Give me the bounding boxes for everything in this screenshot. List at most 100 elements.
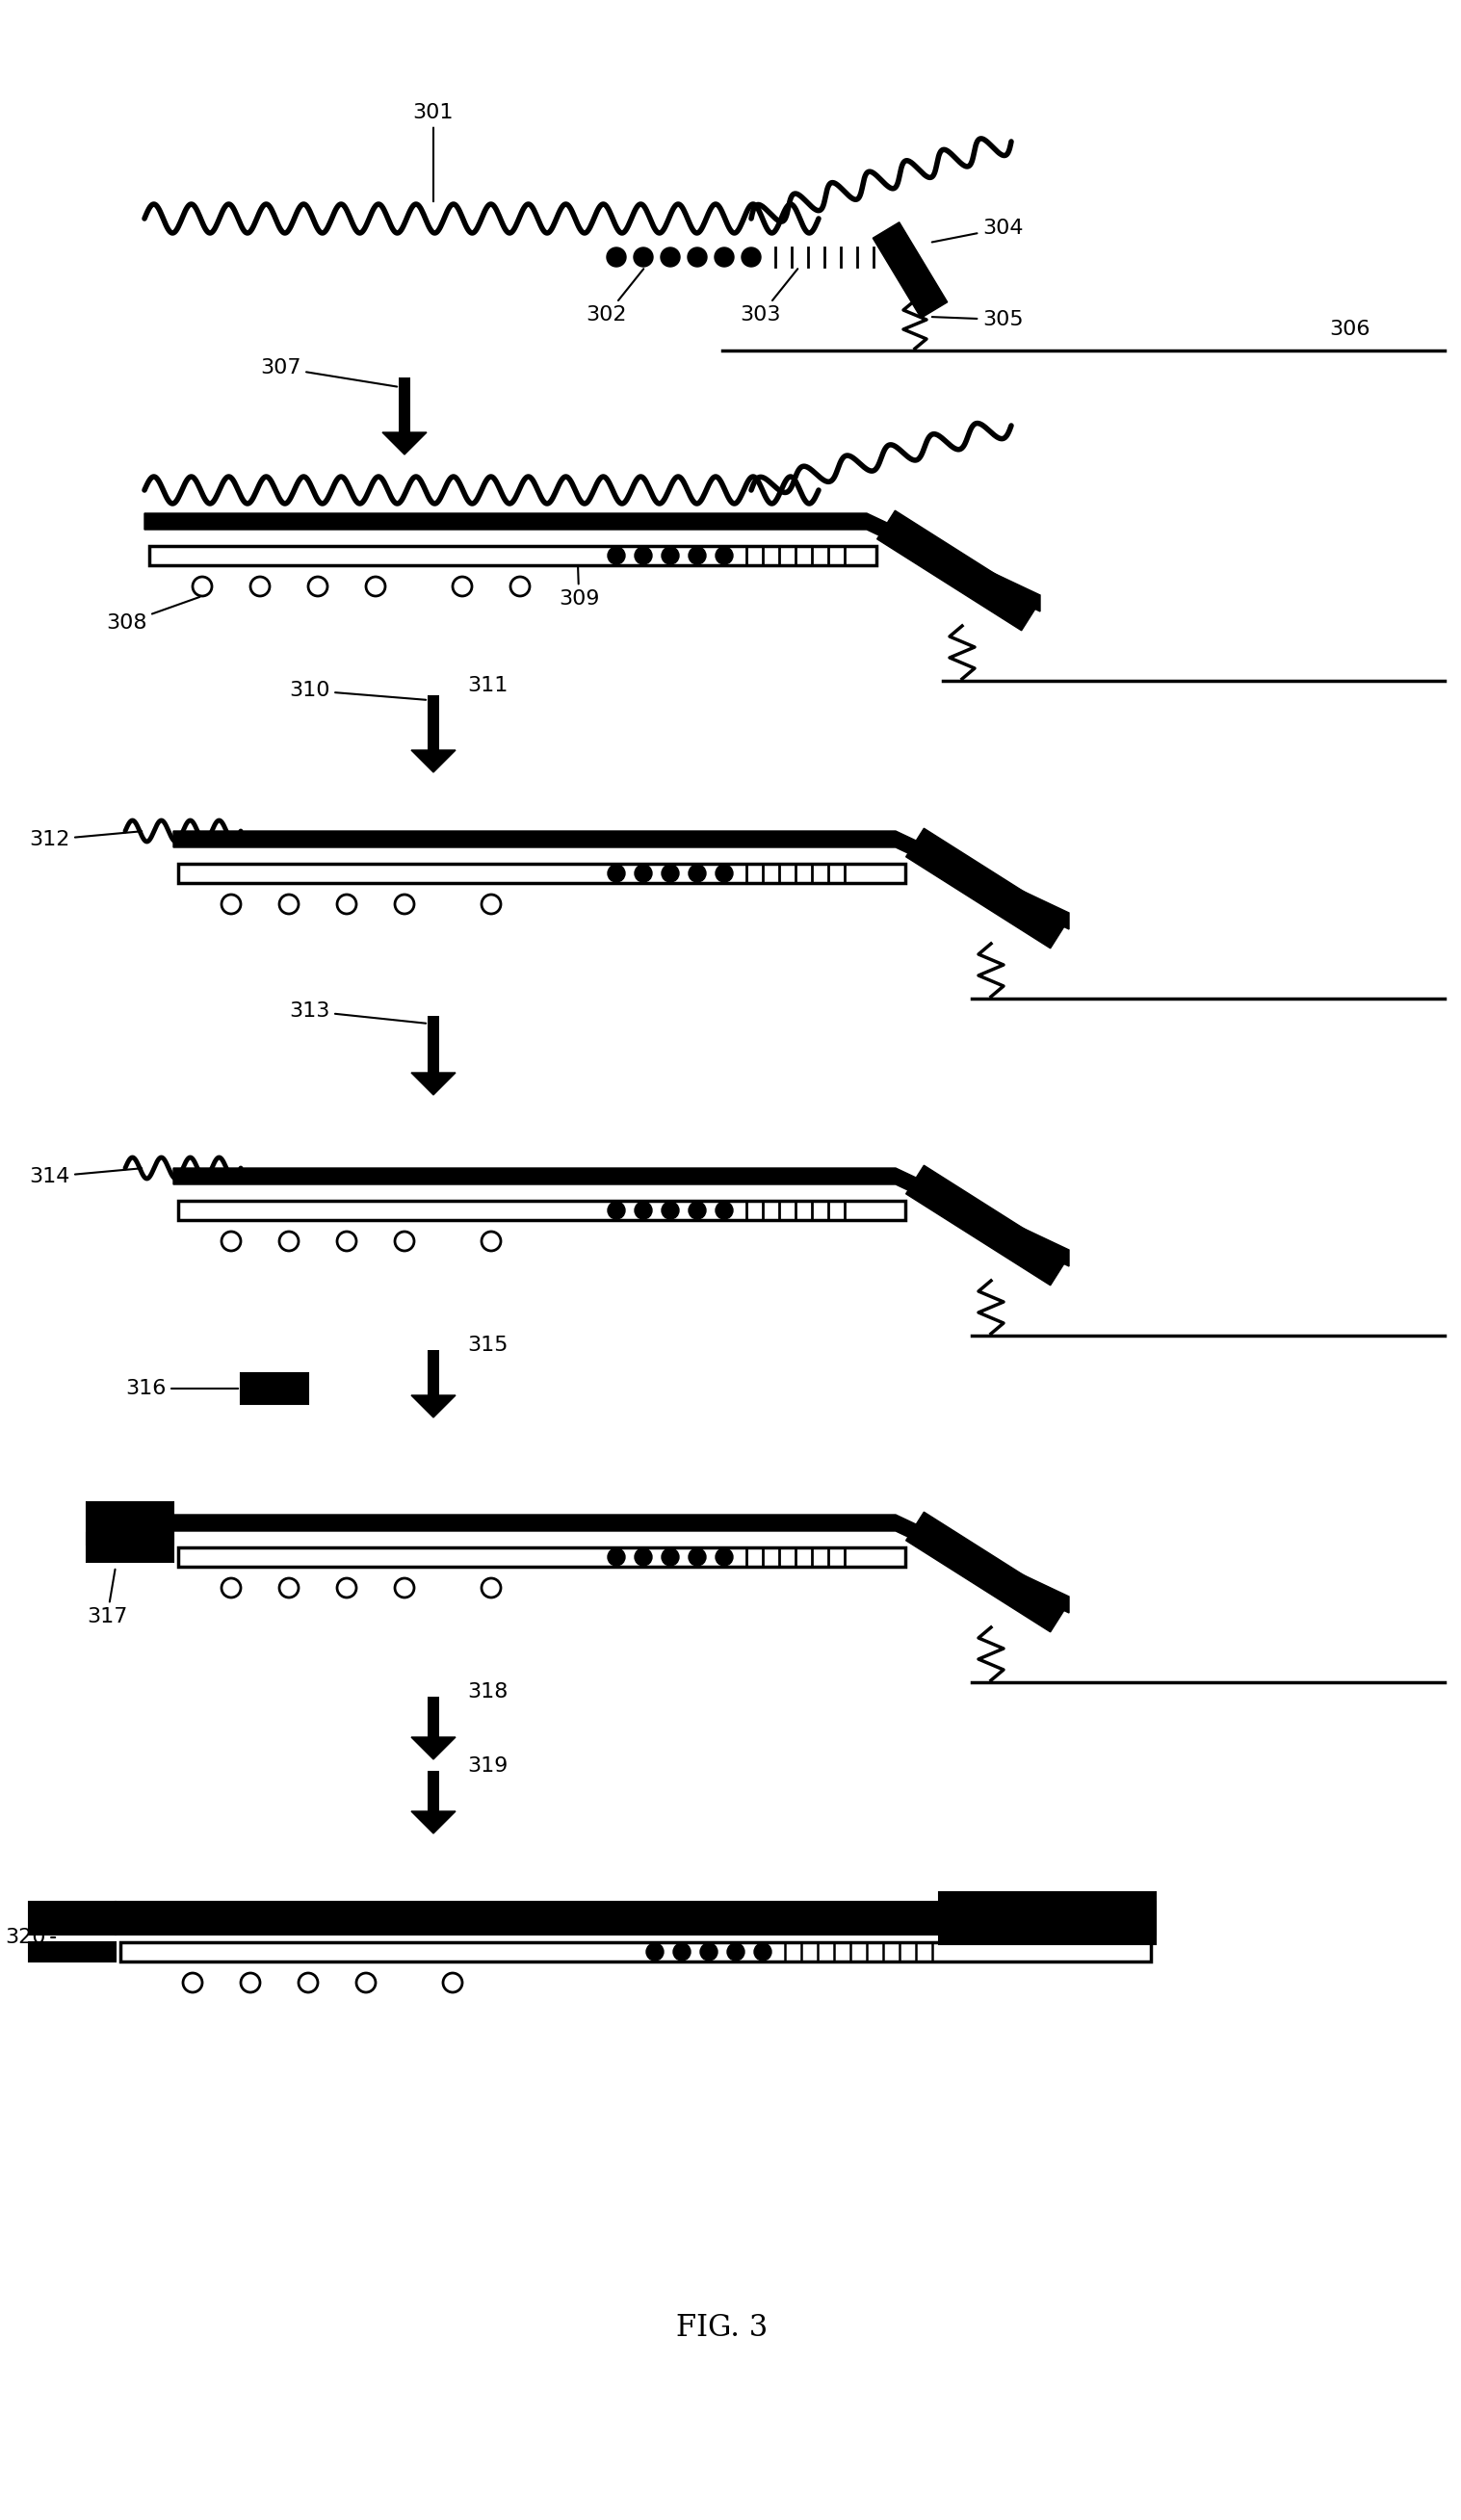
Circle shape [728, 1943, 745, 1961]
Polygon shape [872, 222, 947, 318]
Bar [428, 1351, 440, 1396]
Circle shape [662, 1547, 679, 1565]
Bar [178, 864, 906, 882]
Circle shape [688, 1547, 706, 1565]
Bar [428, 696, 440, 751]
Polygon shape [411, 1736, 456, 1759]
Circle shape [193, 577, 212, 597]
Text: 320: 320 [4, 1928, 56, 1948]
Circle shape [688, 864, 706, 882]
Bar [120, 1943, 1151, 1961]
Polygon shape [906, 829, 1068, 948]
Bar [178, 1200, 906, 1220]
Text: 315: 315 [468, 1336, 508, 1356]
Circle shape [634, 1202, 652, 1220]
Circle shape [279, 1232, 298, 1250]
Polygon shape [174, 1515, 1069, 1613]
Bar [86, 1532, 174, 1562]
Circle shape [279, 895, 298, 915]
Text: 317: 317 [86, 1570, 127, 1625]
Circle shape [700, 1943, 717, 1961]
Text: 310: 310 [289, 680, 427, 701]
Bar [149, 547, 877, 564]
Circle shape [608, 547, 625, 564]
Circle shape [394, 1578, 413, 1598]
Text: 306: 306 [1330, 320, 1370, 340]
Polygon shape [411, 1812, 456, 1835]
Circle shape [308, 577, 327, 597]
Circle shape [688, 547, 706, 564]
Circle shape [298, 1973, 318, 1993]
Circle shape [222, 895, 241, 915]
Polygon shape [174, 832, 1069, 930]
Circle shape [742, 247, 761, 267]
Circle shape [634, 864, 652, 882]
Circle shape [337, 895, 356, 915]
Circle shape [356, 1973, 375, 1993]
Circle shape [608, 864, 625, 882]
Bar [29, 1943, 115, 1961]
Text: 302: 302 [586, 270, 644, 325]
Circle shape [754, 1943, 771, 1961]
Polygon shape [145, 514, 1040, 612]
Circle shape [250, 577, 270, 597]
Text: FIG. 3: FIG. 3 [676, 2313, 768, 2341]
Bar [939, 1893, 1156, 1943]
Circle shape [337, 1578, 356, 1598]
Text: 316: 316 [126, 1378, 238, 1399]
Circle shape [660, 247, 679, 267]
Circle shape [716, 1202, 733, 1220]
Text: 307: 307 [260, 358, 397, 386]
Bar [399, 378, 411, 433]
Bar [428, 1016, 440, 1074]
Polygon shape [383, 433, 427, 454]
Circle shape [688, 247, 707, 267]
Circle shape [608, 1202, 625, 1220]
Circle shape [662, 864, 679, 882]
Polygon shape [411, 751, 456, 771]
Text: 308: 308 [107, 597, 200, 633]
Circle shape [241, 1973, 260, 1993]
Circle shape [674, 1943, 691, 1961]
Polygon shape [877, 512, 1040, 630]
Circle shape [716, 547, 733, 564]
Circle shape [608, 1547, 625, 1565]
Circle shape [453, 577, 472, 597]
Text: 304: 304 [932, 219, 1023, 242]
Circle shape [716, 1547, 733, 1565]
Circle shape [634, 1547, 652, 1565]
Circle shape [662, 547, 679, 564]
Bar [428, 1772, 440, 1812]
Polygon shape [411, 1074, 456, 1094]
Circle shape [222, 1578, 241, 1598]
Text: 314: 314 [29, 1167, 142, 1187]
Text: 301: 301 [413, 103, 454, 202]
Circle shape [662, 1202, 679, 1220]
Polygon shape [906, 1164, 1068, 1285]
Circle shape [714, 247, 733, 267]
Circle shape [365, 577, 386, 597]
Text: 313: 313 [289, 1000, 427, 1023]
Bar [241, 1373, 308, 1404]
Circle shape [716, 864, 733, 882]
Bar [29, 1900, 115, 1933]
Circle shape [606, 247, 625, 267]
Circle shape [482, 895, 501, 915]
Text: 311: 311 [468, 675, 508, 696]
Circle shape [482, 1232, 501, 1250]
Circle shape [394, 1232, 413, 1250]
Circle shape [337, 1232, 356, 1250]
Circle shape [183, 1973, 202, 1993]
Polygon shape [174, 1169, 1069, 1265]
Polygon shape [411, 1396, 456, 1416]
Text: 319: 319 [468, 1756, 508, 1777]
Text: 305: 305 [932, 310, 1023, 330]
Text: 312: 312 [29, 829, 142, 849]
Bar [86, 1502, 174, 1545]
Circle shape [482, 1578, 501, 1598]
Text: 309: 309 [558, 567, 599, 607]
Text: 303: 303 [741, 270, 798, 325]
Circle shape [688, 1202, 706, 1220]
Bar [428, 1696, 440, 1736]
Circle shape [510, 577, 530, 597]
